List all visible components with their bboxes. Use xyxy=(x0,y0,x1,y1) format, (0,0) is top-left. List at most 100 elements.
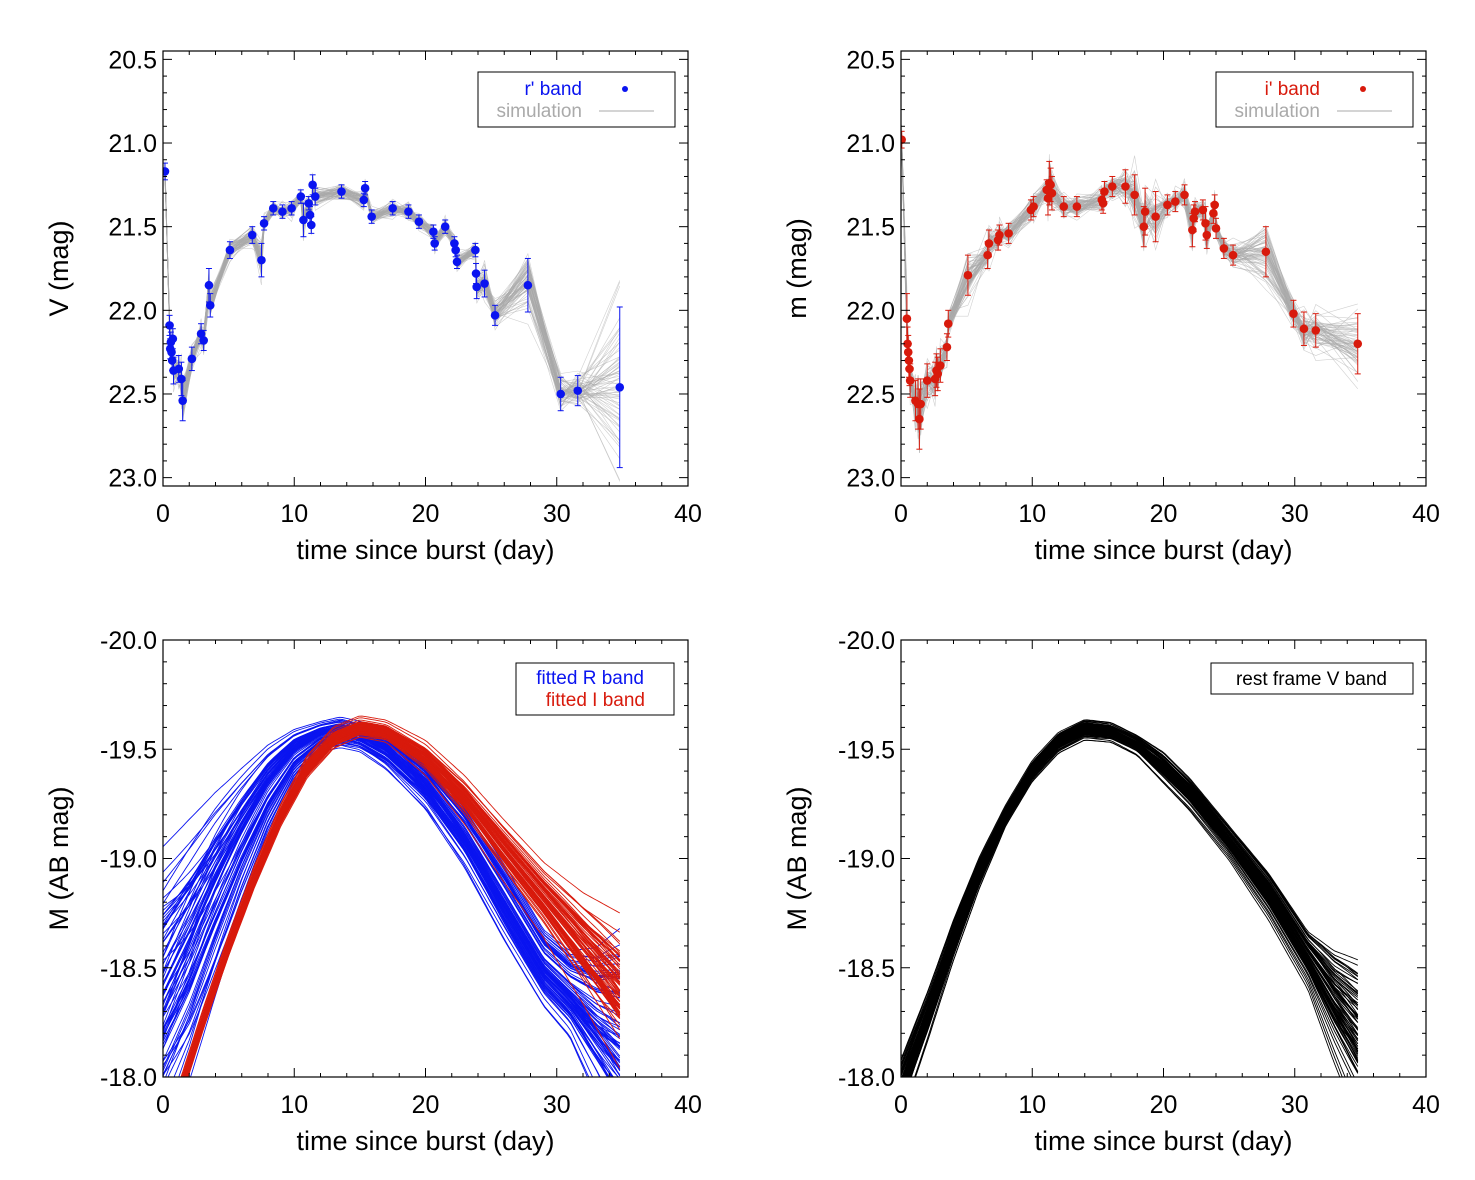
x-tick-label: 40 xyxy=(674,1091,702,1119)
data-point xyxy=(388,203,397,213)
y-tick-label: -18.0 xyxy=(100,1064,157,1092)
y-axis-label: M (AB mag) xyxy=(782,786,812,930)
data-point xyxy=(168,334,178,344)
data-point xyxy=(1210,200,1219,210)
data-point xyxy=(902,314,912,323)
legend: rest frame V band xyxy=(1210,662,1414,695)
data-point xyxy=(1289,309,1298,318)
fit-curve xyxy=(901,721,1359,1066)
data-point xyxy=(1209,208,1218,218)
y-axis-label: m (mag) xyxy=(782,218,812,319)
data-point xyxy=(472,282,481,292)
y-tick-label: -18.0 xyxy=(838,1064,895,1092)
y-tick-label: 21.5 xyxy=(846,214,895,242)
fit-curve xyxy=(187,737,621,1077)
fit-curve xyxy=(163,736,621,1070)
x-axis: 0 10 20 30 40 time since burst (day) xyxy=(894,51,1440,565)
data-point xyxy=(922,376,932,385)
y-tick-label: 22.0 xyxy=(108,297,157,325)
data-point xyxy=(247,230,257,240)
data-point xyxy=(1100,187,1109,196)
fit-curve xyxy=(182,722,621,1077)
plot-area xyxy=(163,160,625,482)
data-point xyxy=(943,319,953,329)
data-point xyxy=(1299,324,1309,334)
data-point xyxy=(1046,180,1055,190)
data-point xyxy=(1261,247,1271,257)
x-axis: 0 10 20 30 40 time since burst (day) xyxy=(156,51,702,565)
data-point xyxy=(359,195,369,205)
data-point xyxy=(337,187,346,196)
fit-curves-0 xyxy=(901,719,1359,1077)
fit-curve xyxy=(163,728,621,1024)
data-point xyxy=(915,414,924,424)
y-tick-label: 21.0 xyxy=(846,130,895,158)
data-point xyxy=(167,356,177,365)
x-tick-label: 30 xyxy=(543,500,571,528)
y-tick-label: 20.5 xyxy=(108,46,157,74)
data-point xyxy=(903,347,913,357)
y-tick-label: 22.5 xyxy=(108,381,157,409)
y-axis-label: V (mag) xyxy=(44,220,74,316)
x-tick-label: 0 xyxy=(156,1091,170,1119)
fit-curve xyxy=(163,736,619,1077)
data-point xyxy=(1139,222,1149,231)
data-point xyxy=(1029,202,1038,211)
fit-curves-0 xyxy=(163,716,621,1077)
fit-curve xyxy=(163,740,612,1077)
data-point xyxy=(1189,214,1198,223)
data-point xyxy=(299,215,308,225)
data-point xyxy=(404,207,413,216)
data-point xyxy=(304,198,313,208)
x-tick-label: 20 xyxy=(412,1091,440,1119)
fit-curve xyxy=(908,733,1359,1077)
legend-entry-rest: rest frame V band xyxy=(1236,669,1387,690)
legend-entry-simulation: simulation xyxy=(1234,101,1320,122)
fit-curve xyxy=(163,725,621,1047)
y-axis: 20.5 21.0 21.5 22.0 22.5 23.0 V (mag) xyxy=(44,46,688,493)
fit-curve xyxy=(180,715,621,1077)
data-point xyxy=(1201,219,1210,228)
data-point xyxy=(451,245,460,255)
data-point xyxy=(556,389,565,399)
x-tick-label: 10 xyxy=(280,1091,308,1119)
data-point xyxy=(1059,202,1069,211)
data-point xyxy=(430,239,439,248)
fit-curve xyxy=(163,735,621,1047)
data-point xyxy=(308,180,317,190)
data-point xyxy=(1188,225,1197,235)
x-tick-label: 40 xyxy=(1412,500,1440,528)
fit-curve xyxy=(163,734,621,1071)
data-point xyxy=(199,336,208,345)
simulation-line xyxy=(901,139,1358,438)
y-tick-label: -19.0 xyxy=(838,846,895,874)
data-point xyxy=(983,250,992,260)
data-points xyxy=(163,167,625,405)
data-point xyxy=(903,339,912,349)
legend-entry-simulation: simulation xyxy=(496,101,582,122)
y-tick-label: -19.5 xyxy=(838,736,895,764)
data-point xyxy=(1047,188,1057,198)
data-point xyxy=(196,329,206,339)
data-point xyxy=(480,279,489,288)
data-point xyxy=(905,364,914,374)
x-tick-label: 0 xyxy=(156,500,170,528)
data-point xyxy=(1163,200,1172,210)
data-point xyxy=(450,239,459,248)
data-point xyxy=(167,347,176,357)
fit-curve xyxy=(914,739,1346,1077)
legend-entry-r: fitted R band xyxy=(536,668,644,689)
data-point xyxy=(905,376,915,385)
y-tick-label: 22.0 xyxy=(846,297,895,325)
data-point xyxy=(1098,198,1108,208)
y-axis: -20.0 -19.5 -19.0 -18.5 -18.0 M (AB mag) xyxy=(44,627,688,1092)
fit-curve xyxy=(904,731,1359,1077)
data-point xyxy=(452,257,462,267)
data-point xyxy=(440,222,450,231)
data-point xyxy=(296,192,306,201)
y-tick-label: 21.0 xyxy=(108,130,157,158)
y-tick-label: 22.5 xyxy=(846,381,895,409)
